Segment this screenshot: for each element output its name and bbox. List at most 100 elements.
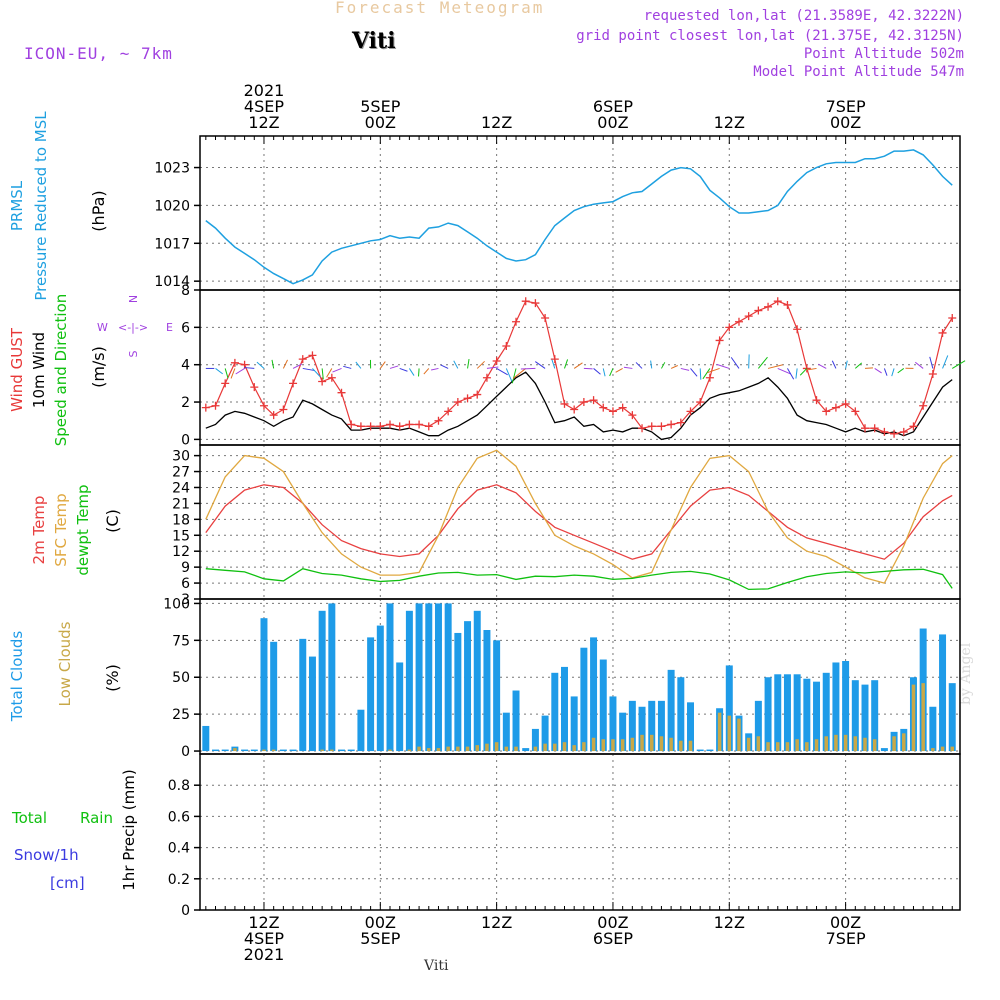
low-cloud-bar xyxy=(630,737,635,752)
wind-direction-arrow xyxy=(343,365,352,369)
top-time-label: 12Z xyxy=(714,113,745,132)
total-cloud-bar xyxy=(793,674,801,752)
low-cloud-bar xyxy=(562,742,567,752)
snow-label: Snow/1h xyxy=(14,846,79,864)
wind-direction-arrow xyxy=(891,368,895,377)
total-cloud-bar xyxy=(619,712,627,752)
wind-direction-arrow xyxy=(650,360,653,369)
total-cloud-bar xyxy=(667,669,675,752)
wind-direction-arrow xyxy=(716,363,730,369)
gust-marker xyxy=(337,388,346,397)
total-cloud-bar xyxy=(638,706,646,752)
top-time-label: 00Z xyxy=(597,113,628,132)
total-cloud-bar xyxy=(628,700,636,752)
total-cloud-bar xyxy=(541,715,549,752)
bottom-time-label: 12Z xyxy=(714,913,745,932)
gust-marker xyxy=(928,370,937,379)
wind-direction-arrow xyxy=(707,367,720,374)
total-cloud-bar xyxy=(774,674,782,752)
low-cloud-bar xyxy=(746,737,751,752)
wind-direction-arrow xyxy=(486,366,499,369)
total-cloud-bar xyxy=(512,690,520,752)
top-time-label: 6SEP xyxy=(593,97,633,116)
total-cloud-bar xyxy=(522,748,530,752)
gust-marker xyxy=(579,398,588,407)
wind-direction-arrow xyxy=(799,368,808,376)
low-cloud-bar xyxy=(427,748,431,752)
gust-marker xyxy=(512,317,521,326)
low-cloud-bar xyxy=(921,683,925,752)
top-time-label: 00Z xyxy=(830,113,861,132)
wind-direction-arrow xyxy=(609,368,614,377)
precip-unit: 1hr Precip (mm) xyxy=(120,769,138,890)
low-cloud-bar xyxy=(727,715,732,752)
gust-marker xyxy=(230,358,239,367)
gust-marker xyxy=(764,302,773,311)
low-cloud-bar xyxy=(902,733,906,752)
temp-2m-line xyxy=(205,484,953,560)
total-cloud-bar xyxy=(832,662,840,752)
gust-marker xyxy=(211,401,220,410)
total-cloud-bar xyxy=(648,700,656,752)
bottom-time-label: 00Z xyxy=(365,913,396,932)
gust-marker xyxy=(444,407,453,416)
pressure-line xyxy=(205,149,953,285)
y-tick-label: 0 xyxy=(181,432,190,448)
point-altitude: Point Altitude 502m xyxy=(803,46,964,62)
y-tick-label: 12 xyxy=(172,544,190,560)
gust-marker xyxy=(783,300,792,309)
gust-marker xyxy=(715,336,724,345)
y-tick-label: 4 xyxy=(181,358,190,374)
low-cloud-bar xyxy=(649,734,654,752)
gust-marker xyxy=(356,422,365,431)
wind-direction-arrow xyxy=(271,359,275,369)
wind-direction-arrow xyxy=(951,360,966,369)
total-cloud-bar xyxy=(822,672,830,752)
low-cloud-bar xyxy=(640,734,644,752)
total-cloud-bar xyxy=(570,696,578,752)
wind-direction-arrow xyxy=(602,368,606,377)
gust-marker xyxy=(259,401,268,410)
total-cloud-bar xyxy=(241,749,249,752)
gust-marker xyxy=(890,429,899,438)
low-cloud-bar xyxy=(940,746,945,752)
gust-marker xyxy=(279,405,288,414)
low-cloud-bar xyxy=(553,743,557,752)
wind-direction-arrow xyxy=(520,367,536,370)
wind-direction-arrow xyxy=(534,361,546,369)
temp-sfc-line xyxy=(205,449,953,584)
y-tick-label: 0 xyxy=(181,903,190,919)
wind-direction-arrow xyxy=(670,365,678,369)
y-tick-label: 25 xyxy=(172,707,190,723)
gust-marker xyxy=(366,422,375,431)
top-time-label: 00Z xyxy=(365,113,396,132)
wind-direction-arrow xyxy=(818,363,827,369)
low-cloud-bar xyxy=(388,749,392,752)
wind-direction-arrow xyxy=(615,367,623,373)
y-tick-label: 1017 xyxy=(154,236,190,252)
total-cloud-bar xyxy=(929,706,937,752)
wind-direction-arrow xyxy=(355,361,362,369)
temp-dewpt-line xyxy=(205,568,953,591)
wind-direction-arrow xyxy=(389,365,399,369)
low-cloud-bar xyxy=(776,742,780,752)
wind-direction-arrow xyxy=(476,360,485,369)
y-tick-label: 6 xyxy=(181,576,190,592)
low-cloud-bar xyxy=(582,742,586,752)
wind-direction-arrow xyxy=(757,356,768,369)
wind-direction-arrow xyxy=(326,368,333,378)
bottom-time-label: 12Z xyxy=(481,913,512,932)
low-cloud-bar xyxy=(737,718,741,752)
gust-marker xyxy=(919,401,928,410)
wind-direction-arrow xyxy=(699,368,702,380)
total-cloud-bar xyxy=(415,603,423,752)
low-cloud-bar xyxy=(330,749,334,752)
wind-direction-arrow xyxy=(777,367,791,375)
total-cloud-bar xyxy=(939,634,947,752)
temp-sfc-label: SFC Temp xyxy=(52,493,70,566)
gust-marker xyxy=(909,422,918,431)
total-cloud-bar xyxy=(328,603,336,752)
low-cloud-bar xyxy=(872,739,877,752)
wind-direction-arrow xyxy=(845,360,848,369)
gust-marker xyxy=(550,355,559,364)
